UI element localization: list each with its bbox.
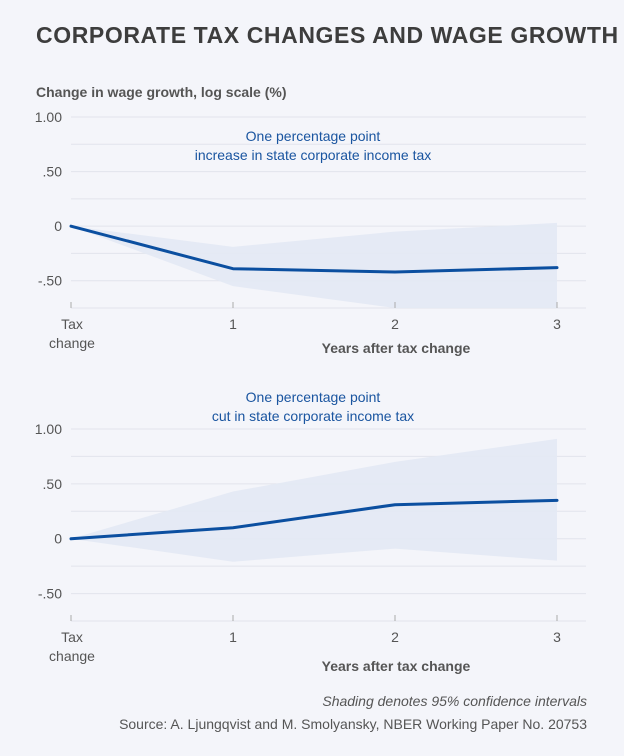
y-tick-label: -.50: [38, 273, 62, 289]
x-tick-label: Tax: [61, 316, 83, 332]
confidence-note: Shading denotes 95% confidence intervals: [322, 693, 587, 709]
x-tick-label: 3: [553, 316, 561, 332]
x-tick-label: change: [49, 335, 95, 351]
series-annotation: increase in state corporate income tax: [195, 147, 432, 163]
confidence-band: [71, 222, 557, 308]
y-tick-label: 1.00: [35, 421, 62, 437]
chart-panel-2: 1.00 .50 0 -.50 Tax change 1 2 3 Years after tax …: [35, 389, 586, 674]
y-tick-label: .50: [43, 164, 63, 180]
y-tick-label: .50: [43, 476, 63, 492]
x-tick-label: 1: [229, 316, 237, 332]
x-tick-label: 2: [391, 629, 399, 645]
series-annotation: One percentage point: [246, 128, 381, 144]
series-line: [69, 498, 559, 541]
chart-panel-1: 1.00 .50 0 -.50 Tax change 1 2 3 Years after tax …: [35, 109, 586, 356]
series-annotation: One percentage point: [246, 389, 381, 405]
y-tick-label: -.50: [38, 586, 62, 602]
x-tick-label: 1: [229, 629, 237, 645]
y-axis-label: Change in wage growth, log scale (%): [36, 84, 287, 100]
series-annotation: cut in state corporate income tax: [212, 408, 414, 424]
series-line: [69, 224, 559, 274]
x-axis-label: Years after tax change: [322, 658, 471, 674]
y-tick-label: 1.00: [35, 109, 62, 125]
y-tick-label: 0: [54, 531, 62, 547]
x-tick-label: 3: [553, 629, 561, 645]
source-note: Source: A. Ljungqvist and M. Smolyansky,…: [119, 716, 587, 732]
x-axis-label: Years after tax change: [322, 340, 471, 356]
confidence-band: [71, 438, 557, 562]
x-tick-label: change: [49, 648, 95, 664]
x-tick-label: Tax: [61, 629, 83, 645]
chart-title: CORPORATE TAX CHANGES AND WAGE GROWTH: [36, 22, 619, 48]
y-tick-label: 0: [54, 218, 62, 234]
x-tick-label: 2: [391, 316, 399, 332]
